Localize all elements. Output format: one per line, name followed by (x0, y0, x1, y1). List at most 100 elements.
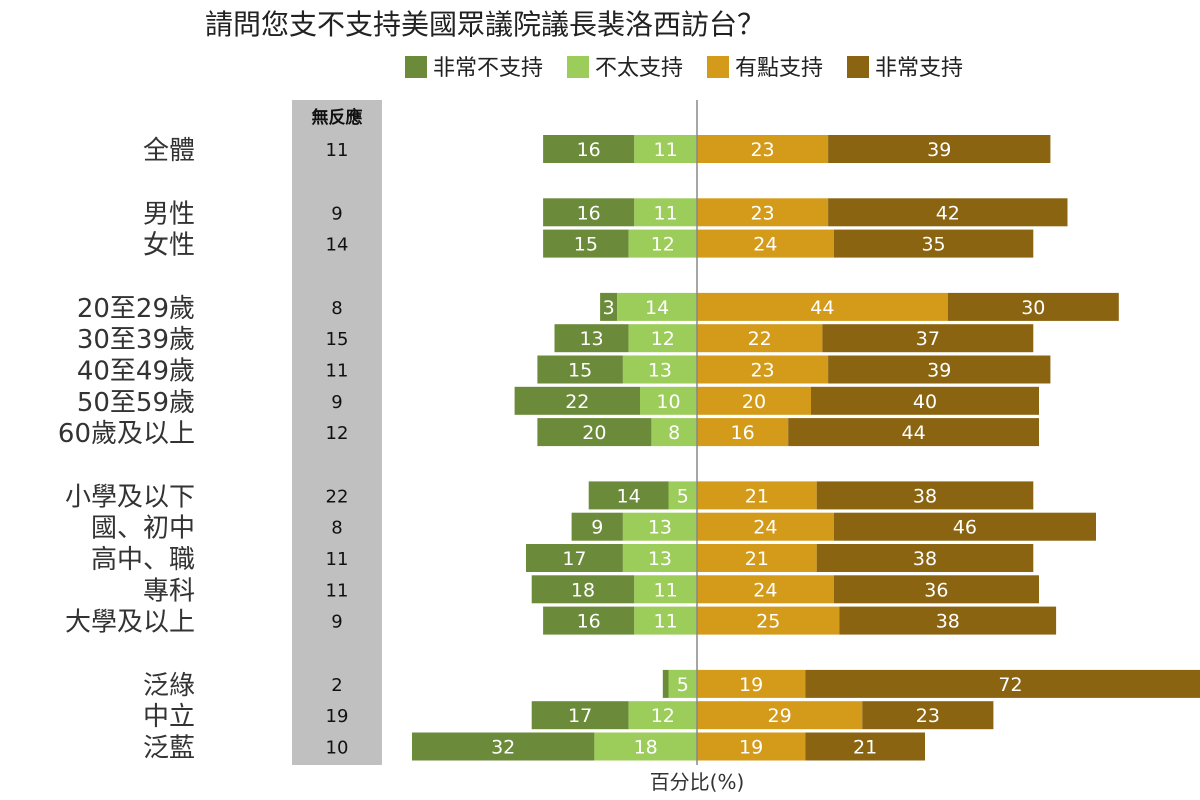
bar-value-label: 72 (998, 674, 1022, 696)
bar-value-label: 12 (651, 234, 675, 256)
table-row: 30至39歲 15 13 12 22 37 (77, 324, 1034, 355)
bar-segment (537, 418, 652, 447)
no-response-value: 11 (326, 140, 349, 161)
table-row: 專科 11 18 11 24 36 (143, 575, 1039, 606)
bar-value-label: 44 (902, 422, 926, 444)
no-response-value: 12 (326, 423, 349, 444)
bar-value-label: 18 (634, 737, 658, 759)
legend-swatch (847, 56, 869, 78)
bar-segment (816, 481, 1034, 510)
bar-segment (697, 135, 829, 163)
row-label: 專科 (143, 576, 195, 606)
bar-value-label: 3 (603, 297, 615, 319)
bar-segment (697, 701, 863, 730)
bar-value-label: 21 (745, 485, 769, 507)
no-response-value: 11 (326, 549, 349, 570)
bar-value-label: 46 (953, 517, 977, 539)
table-row: 50至59歲 9 22 10 20 40 (77, 386, 1039, 418)
bar-segment (634, 198, 697, 227)
no-response-value: 14 (326, 235, 349, 256)
bar-value-label: 15 (574, 234, 598, 256)
bar-segment (514, 386, 640, 415)
bar-segment (622, 512, 697, 541)
row-label: 大學及以上 (65, 608, 195, 638)
bar-value-label: 16 (731, 422, 755, 444)
bar-value-label: 16 (577, 611, 601, 633)
bar-segment (828, 135, 1051, 163)
table-row: 60歲及以上 12 20 8 16 44 (58, 418, 1039, 449)
no-response-value: 2 (331, 675, 342, 696)
table-row: 20至29歲 8 3 14 44 30 (77, 292, 1119, 324)
no-response-value: 9 (331, 392, 342, 413)
bar-value-label: 23 (750, 139, 774, 161)
bar-segment (662, 669, 669, 698)
no-response-value: 19 (326, 706, 349, 727)
bar-value-label: 16 (577, 202, 601, 224)
bar-segment (697, 481, 817, 510)
bar-value-label: 12 (651, 328, 675, 350)
bar-value-label: 11 (654, 139, 678, 161)
bar-segment (588, 481, 669, 510)
bar-segment (697, 292, 948, 321)
bar-value-label: 38 (913, 485, 937, 507)
bar-value-label: 13 (579, 328, 603, 350)
bar-value-label: 24 (753, 579, 777, 601)
bar-value-label: 35 (921, 234, 945, 256)
bar-value-label: 22 (748, 328, 772, 350)
bar-segment (697, 512, 834, 541)
table-row: 中立 19 17 12 29 23 (143, 701, 994, 732)
bar-segment (554, 324, 629, 353)
bar-segment (697, 324, 823, 353)
bar-segment (543, 198, 635, 227)
table-row: 高中、職 11 17 13 21 38 (91, 544, 1034, 575)
bar-segment (805, 732, 925, 761)
bar-value-label: 11 (654, 579, 678, 601)
bar-segment (805, 669, 1200, 698)
bar-value-label: 24 (753, 517, 777, 539)
legend-label: 有點支持 (735, 56, 823, 81)
bar-value-label: 14 (645, 297, 669, 319)
bar-segment (697, 386, 811, 415)
chart-title: 請問您支不支持美國眾議院議長裴洛西訪台？ (205, 8, 765, 41)
row-label: 女性 (143, 231, 195, 261)
bar-segment (634, 575, 697, 604)
no-response-column (292, 100, 382, 765)
table-row: 泛綠 2 5 19 72 (143, 669, 1200, 701)
bar-value-label: 21 (853, 737, 877, 759)
bar-value-label: 21 (745, 548, 769, 570)
bar-segment (617, 292, 697, 321)
bar-value-label: 13 (648, 360, 672, 382)
table-row: 泛藍 10 32 18 19 21 (143, 732, 925, 764)
legend-swatch (567, 56, 589, 78)
bar-segment (571, 512, 623, 541)
no-response-value: 11 (326, 580, 349, 601)
bar-value-label: 13 (648, 548, 672, 570)
row-label: 中立 (143, 702, 195, 732)
table-row: 小學及以下 22 14 5 21 38 (65, 481, 1034, 512)
bar-segment (628, 324, 697, 353)
bar-value-label: 20 (582, 422, 606, 444)
bar-value-label: 5 (677, 674, 689, 696)
bar-value-label: 17 (568, 705, 592, 727)
bar-value-label: 18 (571, 579, 595, 601)
bar-value-label: 29 (768, 705, 792, 727)
bar-value-label: 12 (651, 705, 675, 727)
bar-value-label: 17 (562, 548, 586, 570)
bar-value-label: 11 (654, 611, 678, 633)
row-label: 泛藍 (143, 734, 195, 764)
bar-value-label: 9 (591, 517, 603, 539)
bar-segment (531, 575, 635, 604)
bar-segment (537, 355, 623, 384)
bar-segment (668, 669, 697, 698)
bar-value-label: 38 (913, 548, 937, 570)
bar-value-label: 30 (1021, 297, 1045, 319)
bar-value-label: 42 (936, 202, 960, 224)
bar-segment (697, 418, 789, 447)
bar-segment (622, 355, 697, 384)
bar-value-label: 39 (927, 360, 951, 382)
no-response-value: 10 (326, 738, 349, 759)
bar-segment (811, 386, 1039, 415)
bar-value-label: 23 (916, 705, 940, 727)
bar-segment (594, 732, 697, 761)
